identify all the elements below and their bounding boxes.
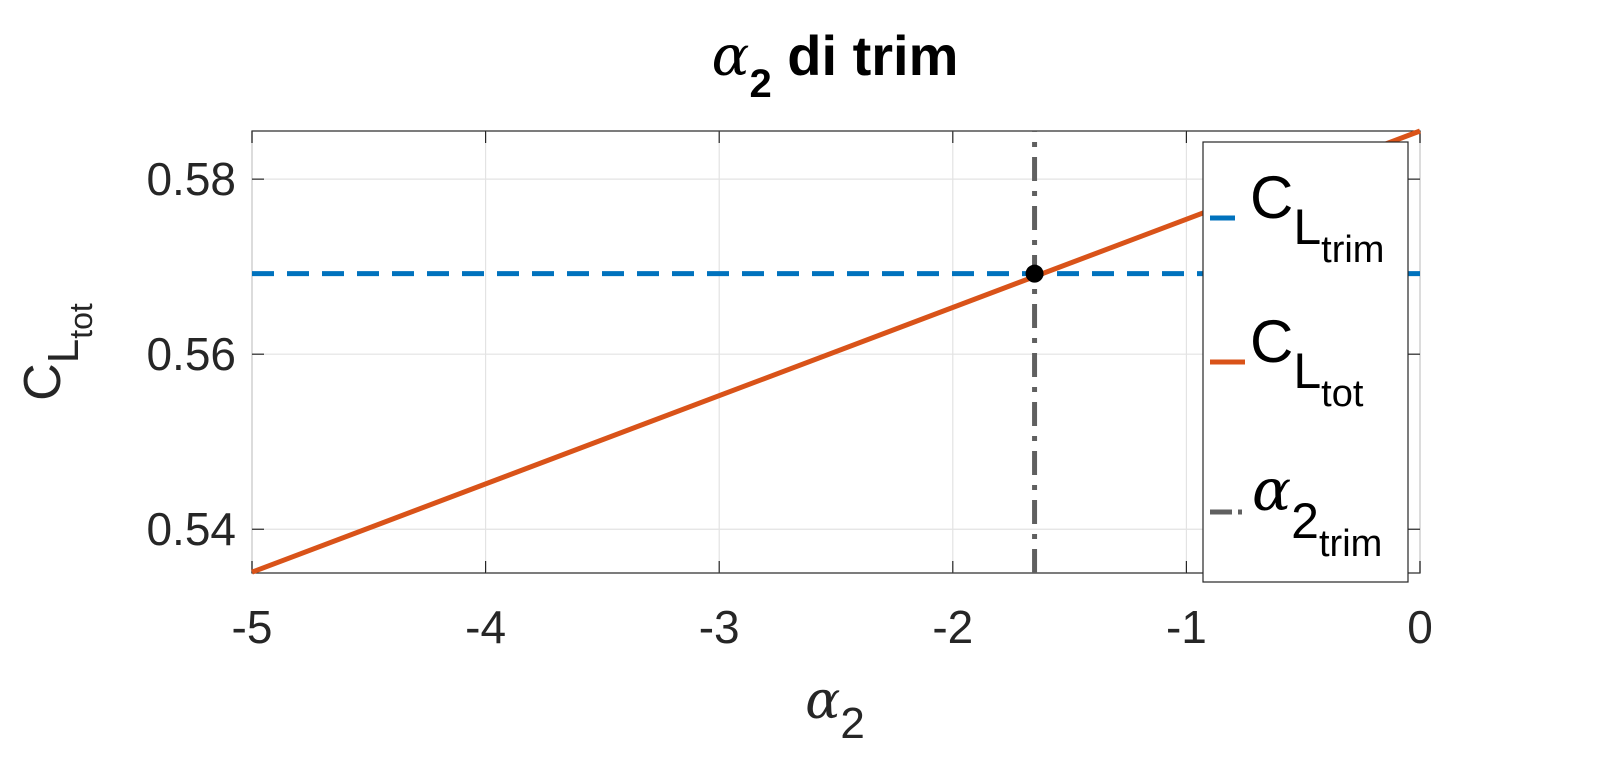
legend-cl-tot-sub2: tot <box>1321 373 1364 415</box>
y-axis-label: CLtot <box>14 303 99 401</box>
legend-entry-cl-trim: CLtrim <box>1250 164 1384 271</box>
legend: CLtrim CLtot α2trim <box>1202 141 1409 583</box>
xlabel-subscript: 2 <box>840 699 864 748</box>
y-tick-label: 0.54 <box>146 503 236 555</box>
intersection-marker <box>1025 264 1044 283</box>
legend-cl-trim-sub2: trim <box>1321 229 1384 271</box>
legend-alpha-trim-sub2: trim <box>1319 523 1382 565</box>
legend-alpha-trim-main: α <box>1252 456 1291 524</box>
legend-cl-tot-main: C <box>1250 308 1293 375</box>
title-subscript: 2 <box>749 62 771 106</box>
x-axis-label: α2 <box>805 671 865 748</box>
x-tick-label: -5 <box>232 601 273 653</box>
x-tick-label: 0 <box>1407 601 1433 653</box>
chart-title: α2 di trim <box>712 24 959 106</box>
x-tick-label: -4 <box>465 601 506 653</box>
y-tick-label: 0.58 <box>146 153 236 205</box>
x-tick-labels: -5 -4 -3 -2 -1 0 <box>232 601 1433 653</box>
legend-alpha-trim-sub1: 2 <box>1291 493 1319 549</box>
ylabel-sub1: L <box>39 339 88 363</box>
legend-cl-trim-main: C <box>1250 164 1293 231</box>
legend-entry-cl-tot: CLtot <box>1250 308 1364 415</box>
xlabel-symbol: α <box>805 671 840 731</box>
title-text: di trim <box>772 24 959 87</box>
y-tick-label: 0.56 <box>146 328 236 380</box>
ylabel-main: C <box>14 363 72 401</box>
ylabel-sub2: tot <box>63 303 99 339</box>
y-tick-labels: 0.54 0.56 0.58 <box>146 153 236 555</box>
legend-cl-tot-sub1: L <box>1293 343 1321 399</box>
x-tick-label: -3 <box>699 601 740 653</box>
legend-cl-trim-sub1: L <box>1293 199 1321 255</box>
x-tick-label: -1 <box>1166 601 1207 653</box>
title-symbol: α <box>712 24 750 89</box>
svg-text:CLtot: CLtot <box>14 303 99 401</box>
legend-entry-alpha-trim: α2trim <box>1252 456 1382 565</box>
x-tick-label: -2 <box>932 601 973 653</box>
